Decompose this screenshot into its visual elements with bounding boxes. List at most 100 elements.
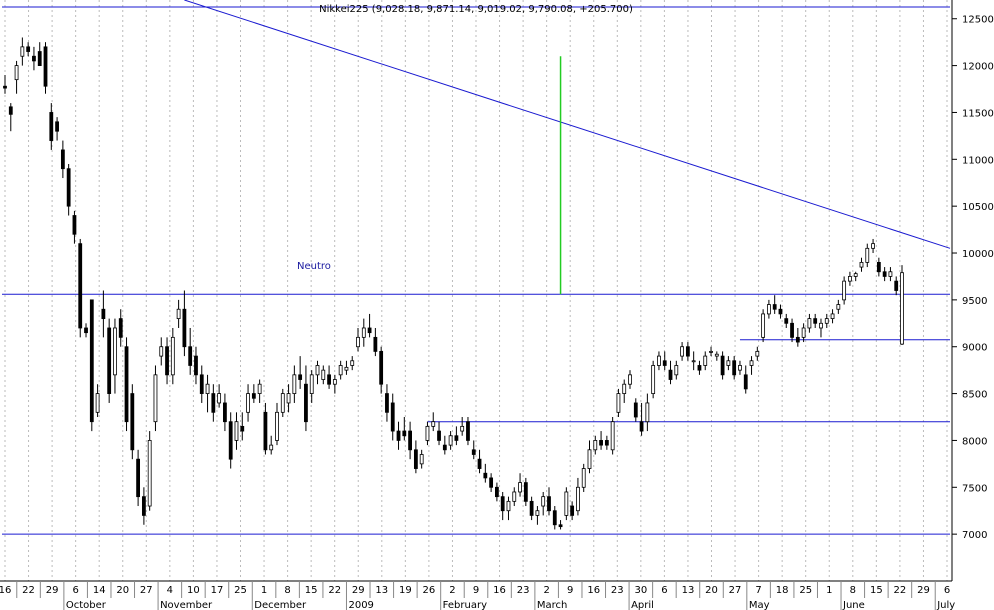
candle: [871, 238, 875, 254]
candle: [703, 351, 708, 371]
candle-body: [101, 308, 106, 320]
candle: [749, 356, 754, 375]
candle: [824, 313, 829, 328]
candle: [286, 384, 291, 413]
x-day-tick-label: 14: [93, 585, 106, 596]
candle: [257, 379, 262, 403]
x-day-tick-label: 22: [22, 585, 35, 596]
candle-body: [437, 430, 441, 441]
candle-body: [280, 393, 285, 413]
candle-body: [726, 360, 731, 366]
candle-body: [199, 374, 204, 394]
candle: [8, 103, 13, 132]
candle: [37, 42, 42, 66]
candle: [819, 318, 823, 338]
candle: [894, 276, 899, 296]
x-day-tick-label: 2: [449, 585, 455, 596]
candle-body: [616, 393, 621, 413]
candle: [292, 365, 297, 403]
candle: [662, 351, 667, 371]
candle-body: [228, 421, 233, 460]
candle: [697, 360, 702, 375]
candle: [95, 384, 100, 418]
candle: [674, 360, 679, 380]
candle: [651, 360, 656, 399]
candle-body: [182, 308, 187, 348]
y-tick-label: 12000: [962, 62, 994, 73]
candle-body: [159, 346, 164, 357]
candle-body: [240, 425, 245, 432]
candle: [593, 435, 598, 455]
candle-body: [373, 336, 378, 352]
candle-body: [888, 271, 893, 277]
candle: [107, 318, 112, 403]
candle-body: [379, 351, 384, 385]
candle-body: [489, 477, 494, 488]
candle-body: [344, 366, 349, 371]
candle: [842, 276, 847, 305]
candle: [84, 323, 88, 338]
candle: [622, 379, 627, 403]
candle: [217, 384, 222, 408]
candle: [882, 267, 887, 282]
candle-body: [269, 444, 274, 451]
x-day-tick-label: 16: [0, 585, 11, 596]
x-day-tick-label: 23: [517, 585, 530, 596]
candle-body: [408, 430, 412, 451]
candle-body: [3, 85, 7, 89]
x-month-tick-label: April: [631, 600, 654, 610]
candle: [460, 417, 465, 436]
candle: [876, 257, 881, 277]
x-day-tick-label: 25: [234, 585, 247, 596]
x-day-tick-label: 23: [611, 585, 624, 596]
x-day-tick-label: 16: [587, 585, 600, 596]
candle-body: [645, 402, 650, 423]
x-day-tick-label: 8: [850, 585, 856, 596]
y-tick-label: 8500: [962, 390, 987, 401]
candle: [576, 477, 580, 516]
candle-body: [732, 360, 737, 376]
candle: [483, 463, 488, 483]
trend-line: [184, 0, 951, 249]
candle-body: [599, 440, 603, 446]
candle-body: [882, 271, 887, 277]
candle-body: [703, 355, 708, 366]
candle-body: [246, 393, 250, 413]
candle: [379, 346, 384, 394]
candle-body: [610, 421, 615, 451]
y-tick-label: 12500: [962, 15, 994, 26]
candle: [251, 384, 256, 403]
x-day-tick-label: 22: [328, 585, 341, 596]
candle-body: [107, 327, 112, 394]
candle: [431, 412, 436, 432]
candle-body: [321, 369, 326, 380]
candle: [425, 421, 430, 446]
candle-body: [894, 280, 899, 291]
candle: [43, 42, 48, 94]
candle: [685, 342, 690, 361]
candle-body: [604, 440, 609, 446]
candle-body: [304, 383, 308, 423]
candle-body: [413, 449, 418, 469]
candle: [495, 482, 499, 502]
candle-body: [356, 336, 360, 348]
candle: [269, 435, 274, 455]
x-day-tick-label: 27: [729, 585, 742, 596]
candle: [795, 327, 800, 347]
x-day-tick-label: 17: [211, 585, 224, 596]
x-day-tick-label: 29: [917, 585, 930, 596]
candle: [720, 351, 725, 380]
candle: [147, 431, 152, 511]
candle: [304, 365, 308, 432]
candle-body: [876, 261, 881, 273]
candle-body: [141, 496, 146, 516]
candle: [570, 501, 575, 521]
candle-body: [211, 393, 216, 413]
candle-body: [396, 430, 401, 441]
candle-body: [587, 449, 592, 469]
candle: [477, 449, 482, 474]
candle: [766, 299, 771, 319]
candle: [60, 140, 65, 179]
candle-body: [772, 304, 777, 310]
candle-body: [20, 46, 25, 57]
